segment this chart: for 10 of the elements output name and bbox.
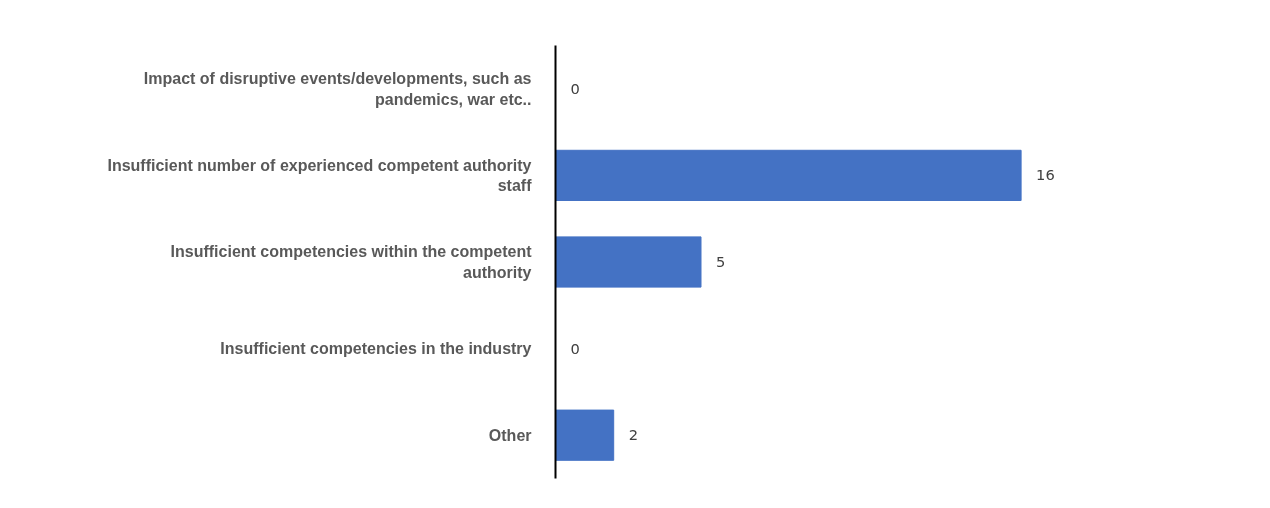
data-label: 16 [1036, 166, 1055, 184]
data-label: 2 [628, 426, 639, 444]
y-tick-label: Insufficient competencies within the competent authority [170, 243, 533, 281]
y-tick-label: Insufficient number of experienced competent authority staff [107, 156, 533, 195]
y-tick-label: Insufficient competencies in the industry [220, 340, 532, 358]
y-tick-label: Impact of disruptive events/developments, such as pandemics, war etc.. [143, 70, 532, 108]
data-label: 0 [570, 339, 580, 357]
data-label: 0 [570, 79, 580, 97]
data-label: 5 [716, 253, 726, 270]
y-tick-label: Other [488, 426, 532, 444]
